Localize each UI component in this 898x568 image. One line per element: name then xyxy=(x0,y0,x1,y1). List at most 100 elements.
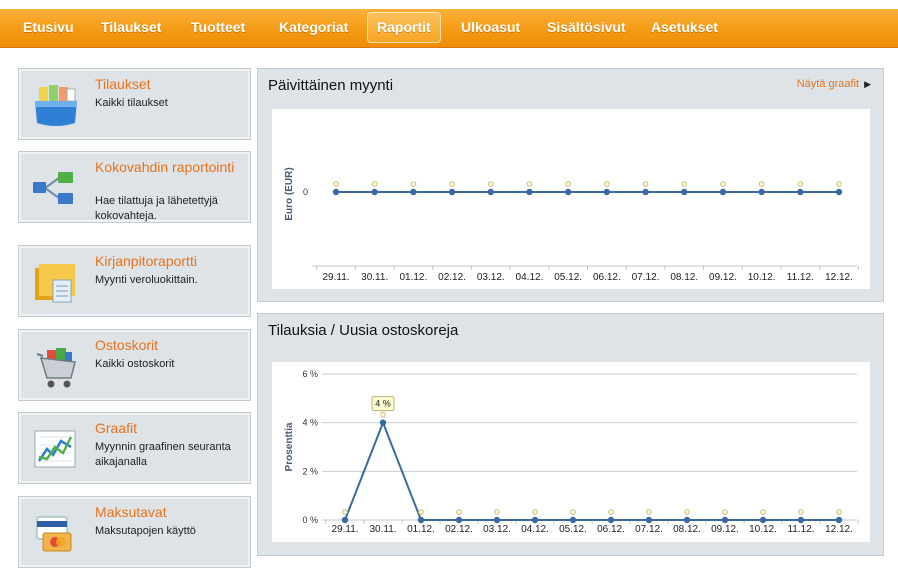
y-tick-label: 0 % xyxy=(302,515,318,525)
nav-asetukset[interactable]: Asetukset xyxy=(651,19,718,35)
x-tick-label: 30.11. xyxy=(361,272,388,283)
secondary-point-marker xyxy=(570,509,576,515)
data-point xyxy=(642,188,649,196)
card-title[interactable]: Ostoskorit xyxy=(95,337,159,353)
secondary-point-marker xyxy=(608,509,614,515)
x-tick-label: 01.12. xyxy=(407,524,435,535)
orders-carts-chart-area: Prosenttia 0 % 2 % 4 % 6 % 29.11. 30.11. 01.12.… xyxy=(272,362,870,542)
report-card-kirjanpito[interactable]: Kirjanpitoraportti Myynti veroluokittain… xyxy=(18,245,251,317)
show-graphs-link[interactable]: Näytä graafit ▶ xyxy=(797,78,871,90)
x-tick-label: 12.12. xyxy=(825,272,853,283)
top-navigation: Etusivu Tilaukset Tuotteet Kategoriat Ra… xyxy=(0,9,898,48)
nav-tilaukset[interactable]: Tilaukset xyxy=(101,19,162,35)
x-tick-label: 06.12. xyxy=(593,272,621,283)
secondary-point-marker xyxy=(722,509,728,515)
order-box-icon xyxy=(35,85,77,126)
report-card-graafit[interactable]: Graafit Myynnin graafinen seuranta aikaj… xyxy=(18,412,251,484)
data-point xyxy=(759,516,767,524)
card-title[interactable]: Tilaukset xyxy=(95,76,151,92)
x-tick-label: 11.12. xyxy=(787,524,814,535)
x-tick-label: 29.11. xyxy=(331,524,358,535)
data-point xyxy=(448,188,456,196)
secondary-point-marker xyxy=(487,181,494,187)
card-title[interactable]: Kokovahdin raportointi xyxy=(95,159,235,175)
data-point xyxy=(607,516,615,524)
y-axis-label: Euro (EUR) xyxy=(284,167,295,220)
x-tick-label: 03.12. xyxy=(477,272,505,283)
show-graphs-label[interactable]: Näytä graafit xyxy=(796,78,860,90)
data-point xyxy=(719,188,727,196)
secondary-point-marker xyxy=(532,509,538,515)
ledger-folder-icon xyxy=(35,264,75,303)
panel-title: Päivittäinen myynti xyxy=(268,77,394,94)
x-tick-label: 30.11. xyxy=(369,524,396,535)
report-card-tilaukset[interactable]: Tilaukset Kaikki tilaukset xyxy=(18,68,251,140)
data-point xyxy=(371,188,378,196)
x-tick-label: 07.12. xyxy=(635,524,663,535)
y-tick-label: 4 % xyxy=(302,418,318,428)
x-tick-label: 05.12. xyxy=(554,272,582,283)
report-card-ostoskorit[interactable]: Ostoskorit Kaikki ostoskorit xyxy=(18,329,251,401)
report-card-kokovahdin[interactable]: Kokovahdin raportointi Hae tilattuja ja … xyxy=(18,151,251,223)
secondary-point-marker xyxy=(836,181,842,187)
secondary-point-marker xyxy=(371,181,378,187)
data-point xyxy=(797,516,805,524)
secondary-point-marker xyxy=(720,181,726,187)
x-tick-label: 12.12. xyxy=(825,524,853,535)
x-tick-label: 04.12. xyxy=(521,524,549,535)
data-point xyxy=(410,188,417,196)
y-tick-label: 2 % xyxy=(302,466,318,476)
x-tick-label: 04.12. xyxy=(516,272,544,283)
x-tick-label: 08.12. xyxy=(673,524,701,535)
x-tick-label: 10.12. xyxy=(748,272,776,283)
card-description: Maksutapojen käyttö xyxy=(95,525,196,537)
secondary-point-marker xyxy=(684,509,690,515)
x-tick-label: 10.12. xyxy=(749,524,777,535)
data-point xyxy=(569,516,577,524)
nav-tuotteet[interactable]: Tuotteet xyxy=(191,19,246,35)
secondary-point-marker xyxy=(798,509,804,515)
x-tick-label: 02.12. xyxy=(438,272,466,283)
card-title[interactable]: Graafit xyxy=(95,420,138,436)
daily-sales-panel: Päivittäinen myynti Näytä graafit ▶ Euro … xyxy=(257,68,884,302)
x-tick-label: 01.12. xyxy=(399,272,427,283)
secondary-point-marker xyxy=(604,181,610,187)
arrow-right-icon: ▶ xyxy=(864,79,871,89)
card-description: Hae tilattuja ja lähetettyjä kokovahteja… xyxy=(95,195,218,222)
secondary-point-marker xyxy=(526,181,533,187)
credit-card-icon xyxy=(36,516,72,552)
flow-diagram-icon xyxy=(33,172,73,204)
nav-kategoriat[interactable]: Kategoriat xyxy=(279,19,349,35)
card-title[interactable]: Maksutavat xyxy=(95,504,167,520)
orders-carts-panel: Tilauksia / Uusia ostoskoreja Prosenttia… xyxy=(257,313,884,556)
data-point xyxy=(564,188,572,196)
secondary-point-marker xyxy=(797,181,804,187)
data-point xyxy=(417,516,425,524)
data-label-box xyxy=(371,396,395,412)
data-point xyxy=(835,516,843,524)
line-graph-icon xyxy=(34,430,76,468)
data-point xyxy=(341,516,349,524)
secondary-point-marker xyxy=(380,411,386,418)
x-tick-label: 02.12. xyxy=(445,524,473,535)
secondary-point-marker xyxy=(418,509,424,515)
secondary-point-marker xyxy=(758,181,765,187)
card-description: Myynti veroluokittain. xyxy=(95,274,198,286)
report-card-maksutavat[interactable]: Maksutavat Maksutapojen käyttö xyxy=(18,496,251,568)
nav-raportit[interactable]: Raportit xyxy=(367,12,441,43)
data-point xyxy=(835,188,843,196)
card-description: Myynnin graafinen seuranta aikajanalla xyxy=(95,441,231,468)
data-point xyxy=(379,419,387,426)
data-label: 4 % xyxy=(375,399,391,409)
data-point xyxy=(455,516,463,524)
secondary-point-marker xyxy=(342,509,348,515)
data-point xyxy=(603,188,611,196)
nav-etusivu[interactable]: Etusivu xyxy=(23,19,74,35)
secondary-point-marker xyxy=(836,509,842,515)
card-title[interactable]: Kirjanpitoraportti xyxy=(95,253,197,269)
nav-ulkoasut[interactable]: Ulkoasut xyxy=(461,19,521,35)
x-tick-label: 09.12. xyxy=(709,272,737,283)
data-point xyxy=(645,516,653,524)
y-tick-label: 0 xyxy=(303,187,308,197)
nav-sisaltosivut[interactable]: Sisältösivut xyxy=(547,19,626,35)
